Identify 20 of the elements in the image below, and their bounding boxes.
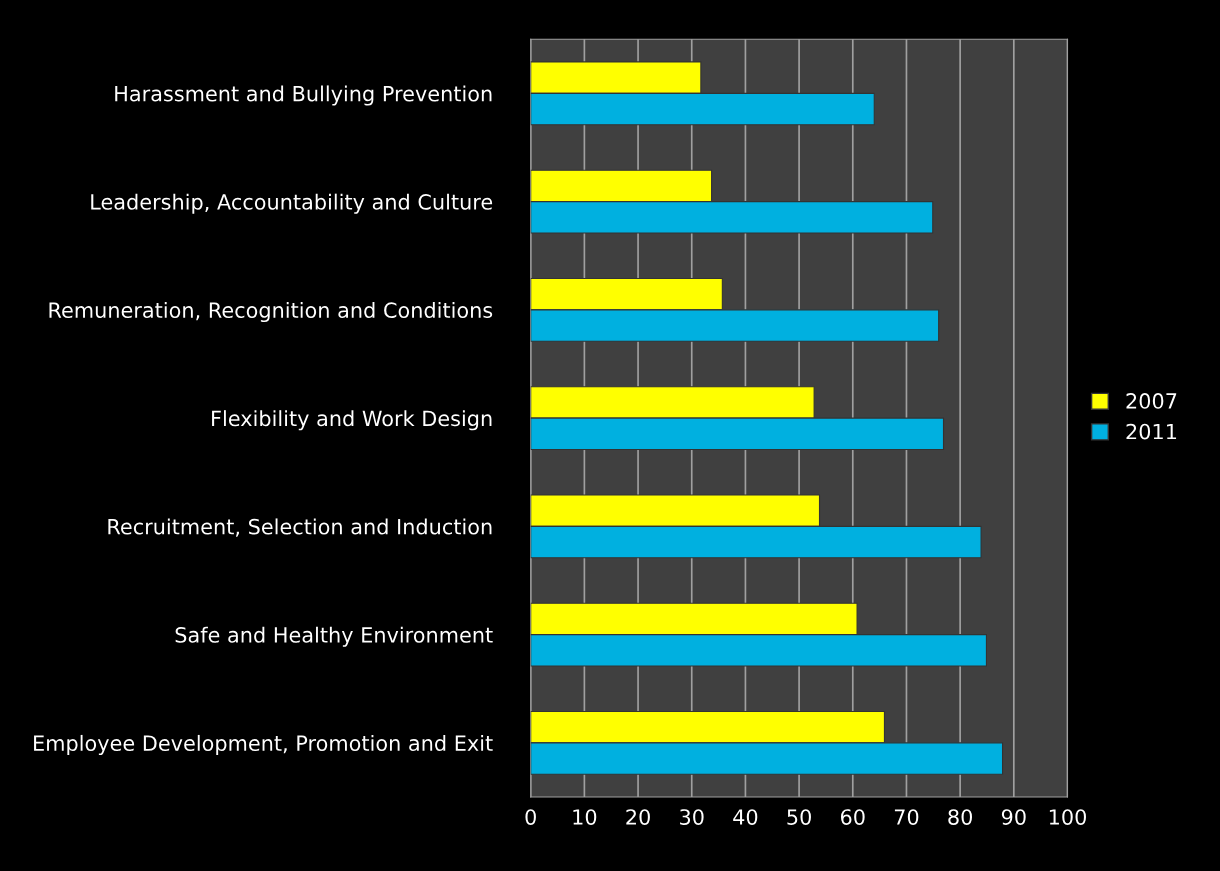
y-tick-label: Remuneration, Recognition and Conditions (49, 301, 493, 323)
y-tick-label: Safe and Healthy Environment (175, 626, 493, 647)
y-tick-label: Leadership, Accountability and Culture (91, 193, 493, 214)
y-tick-label: Employee Development, Promotion and Exit (34, 734, 493, 756)
x-tick-label: 0 (525, 809, 536, 825)
x-tick-label: 40 (733, 809, 758, 825)
x-tick-label: 50 (787, 809, 811, 825)
legend-label: 2011 (1126, 423, 1177, 440)
x-tick-label: 100 (1049, 809, 1086, 825)
x-tick-label: 30 (680, 809, 704, 825)
x-tick-label: 90 (1001, 809, 1026, 825)
x-tick-label: 70 (894, 809, 919, 825)
x-tick-label: 10 (573, 809, 597, 825)
y-tick-label: Recruitment, Selection and Induction (108, 518, 492, 537)
legend-label: 2007 (1126, 393, 1177, 409)
x-tick-label: 80 (948, 809, 973, 825)
y-tick-label: Flexibility and Work Design (212, 410, 492, 431)
y-tick-label: Harassment and Bullying Prevention (115, 85, 492, 106)
x-tick-label: 60 (840, 809, 865, 825)
x-tick-label: 20 (626, 809, 650, 825)
